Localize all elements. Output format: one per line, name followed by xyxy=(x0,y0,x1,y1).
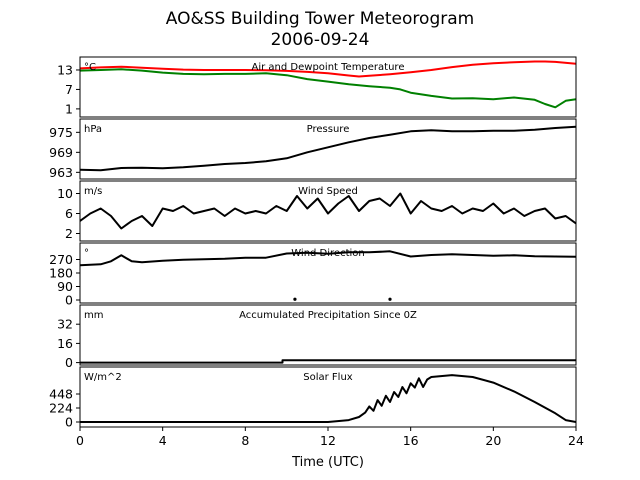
panel-3-series-0 xyxy=(80,250,576,267)
x-axis: 0 4 8 12 16 20 24 xyxy=(76,427,584,448)
panel-0-ytick-label-2: 13 xyxy=(57,62,73,77)
xtick-label-0: 0 xyxy=(76,433,84,448)
xtick-label-5: 20 xyxy=(485,433,501,448)
panel-4-frame xyxy=(79,304,577,366)
panel-3-ytick-label-0: 0 xyxy=(65,293,73,308)
panel-5-unit: W/m^2 xyxy=(84,372,122,383)
xtick-label-3: 12 xyxy=(320,433,336,448)
panel-2: 2 6 10 m/s Wind Speed xyxy=(57,180,577,242)
panel-0-series-1 xyxy=(80,68,576,109)
panel-4-ytick-label-2: 32 xyxy=(57,317,73,332)
xtick-label-2: 8 xyxy=(241,433,249,448)
panel-4: 0 16 32 mm Accumulated Precipitation Since 0… xyxy=(57,304,577,370)
chart-title: AO&SS Building Tower Meteorogram xyxy=(166,9,474,29)
panel-1-ytick-label-1: 969 xyxy=(49,145,73,160)
panel-0-ytick-label-1: 7 xyxy=(65,82,73,97)
chart-subtitle: 2006-09-24 xyxy=(271,30,370,50)
panel-2-series-0 xyxy=(80,192,576,230)
panel-3-ytick-label-1: 90 xyxy=(57,279,73,294)
panel-3-title: Wind Direction xyxy=(291,248,365,259)
panels: 1 7 13 °C Air and Dewpoint Temperature 963 969… xyxy=(49,56,577,430)
panel-5-title: Solar Flux xyxy=(303,372,353,383)
panel-5-ytick-label-2: 448 xyxy=(49,387,73,402)
xtick-label-6: 24 xyxy=(568,433,584,448)
panel-2-ytick-label-0: 2 xyxy=(65,226,73,241)
panel-0-frame xyxy=(79,56,577,118)
panel-5-ytick-label-0: 0 xyxy=(65,415,73,430)
xtick-label-4: 16 xyxy=(403,433,419,448)
panel-1: 963 969 975 hPa Pressure xyxy=(49,118,577,180)
panel-2-frame xyxy=(79,180,577,242)
panel-3-point-1 xyxy=(388,297,392,301)
panel-2-title: Wind Speed xyxy=(298,186,358,197)
panel-1-title: Pressure xyxy=(307,124,350,135)
panel-1-ytick-label-0: 963 xyxy=(49,165,73,180)
panel-3-ytick-label-2: 180 xyxy=(49,266,73,281)
xtick-label-1: 4 xyxy=(159,433,167,448)
panel-0-unit: °C xyxy=(84,62,96,73)
x-axis-label: Time (UTC) xyxy=(291,455,364,470)
panel-4-series-0 xyxy=(80,359,576,364)
panel-4-ytick-label-1: 16 xyxy=(57,336,73,351)
panel-0: 1 7 13 °C Air and Dewpoint Temperature xyxy=(57,56,577,118)
panel-5-series-0 xyxy=(80,374,576,423)
panel-1-series-0 xyxy=(80,125,576,172)
panel-2-unit: m/s xyxy=(84,186,102,197)
panel-3-ytick-label-3: 270 xyxy=(49,252,73,267)
panel-2-ytick-label-2: 10 xyxy=(57,186,73,201)
panel-4-title: Accumulated Precipitation Since 0Z xyxy=(239,310,417,321)
panel-0-series-0 xyxy=(80,60,576,78)
panel-0-title: Air and Dewpoint Temperature xyxy=(252,62,405,73)
panel-4-unit: mm xyxy=(84,310,103,321)
panel-0-ytick-label-0: 1 xyxy=(65,101,73,116)
panel-1-frame xyxy=(79,118,577,180)
panel-3-point-0 xyxy=(293,297,297,301)
panel-5-ytick-label-1: 224 xyxy=(49,401,73,416)
panel-2-ytick-label-1: 6 xyxy=(65,206,73,221)
panel-3-unit: ° xyxy=(84,248,89,259)
panel-1-unit: hPa xyxy=(84,124,102,135)
panel-4-ytick-label-0: 0 xyxy=(65,355,73,370)
panel-1-ytick-label-2: 975 xyxy=(49,125,73,140)
